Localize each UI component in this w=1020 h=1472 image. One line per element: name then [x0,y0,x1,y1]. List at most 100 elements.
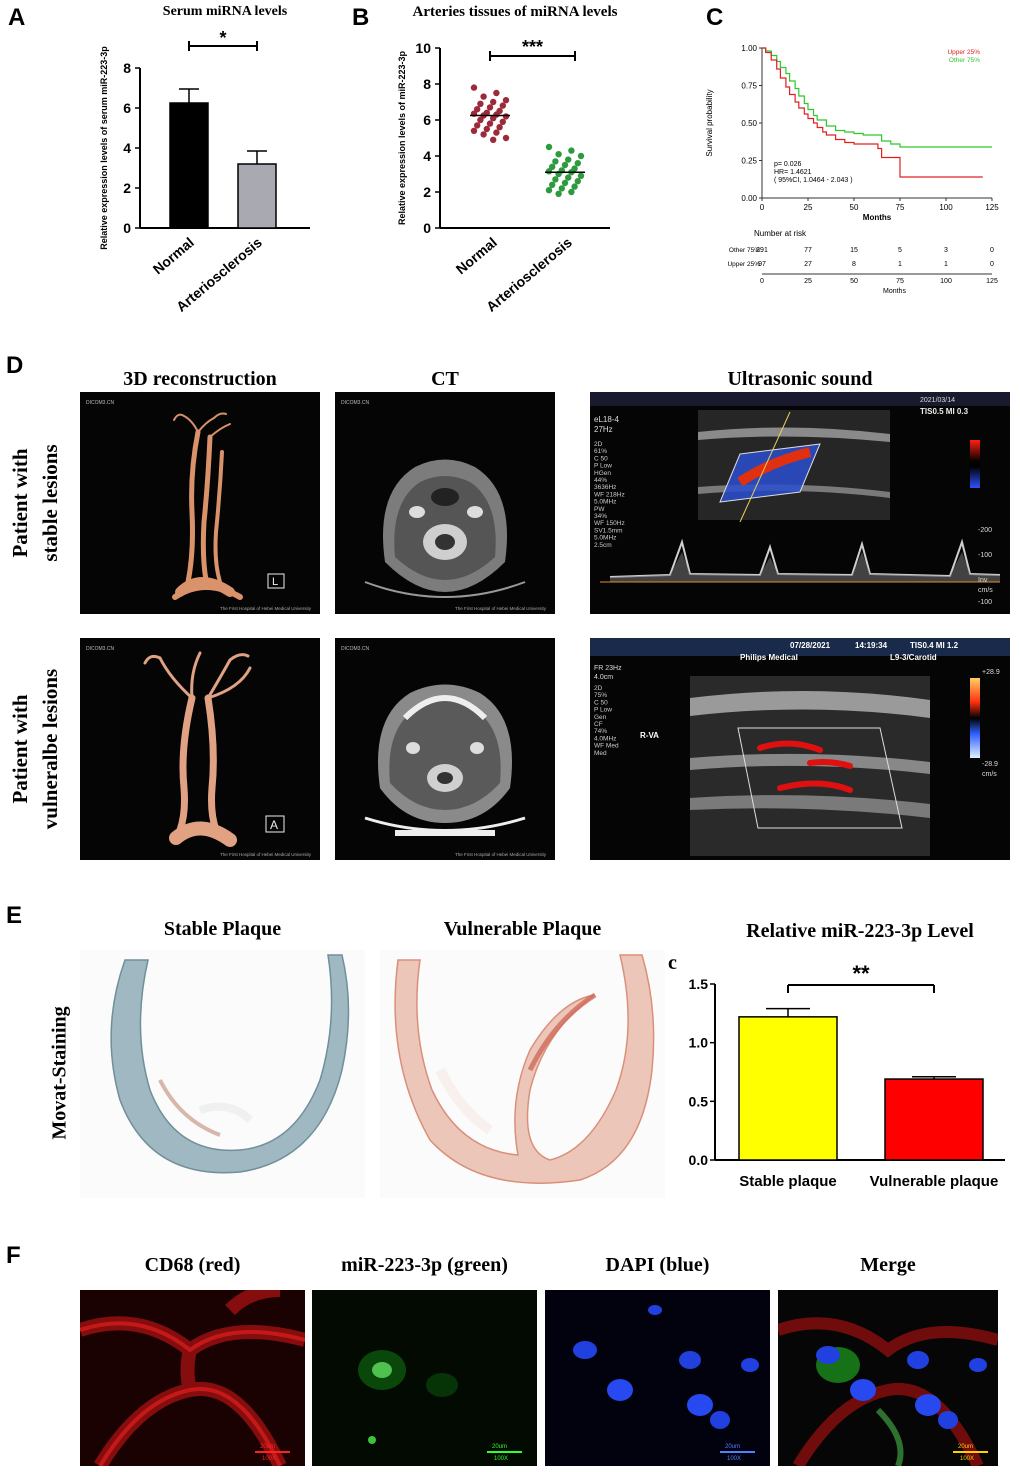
d-us1-setting: WF 150Hz [594,520,625,527]
chart-a-ytick-label: 2 [123,180,131,196]
f-merge-image: 20um 100X [778,1290,998,1466]
chart-c-risk-value: 15 [850,247,858,254]
chart-b-point [561,161,569,169]
d-us2-setting: 74% [594,728,607,735]
chart-b-ylabel: Relative expression levels of miR-223-3p [397,50,407,225]
chart-a-ylabel: Relative expression levels of serum miR-… [99,46,109,250]
chart-c-risk-value: 77 [804,247,812,254]
f-dapi-image: 20um 100X [545,1290,770,1466]
chart-c-xtick-label: 25 [804,203,813,212]
chart-c-xtick-label: 100 [939,203,953,212]
chart-c: 0.000.250.500.751.000 25 50 75 100 125MonthsS… [705,44,999,295]
d-us1-setting: P Low [594,463,612,470]
f-mag-2: 100X [494,1456,508,1462]
d-us1-setting: 34% [594,513,607,520]
chart-c-risk-value: 0 [990,261,994,268]
d-us2-scale: -28.9 [982,761,998,768]
d-us1-scale: -100 [978,599,992,606]
chart-b-point [565,174,572,181]
d-footer-3: The First Hospital of Hebei Medical Univ… [220,852,312,857]
chart-b-ytick-label: 8 [423,76,431,92]
d-us1-setting: PW [594,506,605,513]
chart-b-point [545,143,553,151]
chart-c-risk-xtick-label: 0 [760,278,764,285]
chart-c-risk-value: 97 [758,261,766,268]
chart-b-point [496,124,503,131]
chart-c-risk-value: 1 [898,261,902,268]
d-us1-setting: 2.5cm [594,542,612,549]
d-footer-1: The First Hospital of Hebei Medical Univ… [220,606,312,611]
chart-c-risk-value: 0 [990,247,994,254]
chart-b-significance: *** [522,37,543,57]
d-us-stable-image: 2021/03/14 TIS0.5 MI 0.3 eL18-4 27Hz 2D 6… [590,392,1010,614]
chart-ec-significance: ** [852,961,870,986]
d-us2-date: 07/28/2021 [790,641,831,650]
d-us2-setting: 2D [594,685,603,692]
chart-c-risk-value: 8 [852,261,856,268]
chart-c-series-line [762,47,983,178]
d-us2-probe: L9-3/Carotid [890,653,937,662]
d-col-title-ct: CT [431,368,459,390]
chart-b-point [571,183,578,190]
chart-b-point [558,185,565,192]
e-title-vulnerable: Vulnerable Plaque [443,918,602,940]
d-us1-setting: WF 218Hz [594,491,625,498]
chart-b-ytick-label: 2 [423,184,431,200]
chart-c-risk-xtick-label: 75 [896,278,904,285]
e-row-label-text: Movat-Staining [48,1006,71,1140]
d-us1-setting: 3636Hz [594,484,616,491]
chart-c-risk-xlabel: Months [883,288,906,295]
chart-c-risk-value: 1 [944,261,948,268]
d-us1-setting: 5.0MHz [594,499,616,506]
chart-b-point [486,120,494,127]
chart-b-point [483,125,490,133]
chart-c-annotation: HR= 1.4621 [774,169,812,176]
chart-ec-category-label: Vulnerable plaque [870,1173,999,1190]
d-row-label-vulnerable-2: vulneralbe lesions [38,668,62,830]
chart-ec-category-label: Stable plaque [739,1173,837,1190]
chart-b-point [568,147,575,154]
chart-c-series-line [762,47,992,148]
chart-c-ytick-label: 0.50 [741,119,757,128]
chart-a-ytick-label: 6 [123,100,131,116]
d-us2-scale: cm/s [982,771,997,778]
chart-b-point [555,151,562,158]
d-us2-scale: +28.9 [982,669,1000,676]
d-us1-probe: eL18-4 [594,415,619,424]
d-us2-setting: WF Med [594,743,619,750]
f-scale-3: 20um [725,1444,740,1450]
chart-b: 0246810NormalArteriosclerosis***Relative… [397,37,610,315]
d-3d-vulnerable-image: DICOM3.CN A The First Hospital of Hebei … [80,638,320,860]
d-us2-tis: TIS0.4 MI 1.2 [910,641,959,650]
chart-c-risk-row-label: Upper 25% [727,261,760,268]
d-orient-label-2: A [270,818,278,832]
d-footer-2: The First Hospital of Hebei Medical Univ… [455,606,547,611]
chart-a-title: Serum miRNA levels [162,4,288,19]
d-us2-setting: Med [594,750,607,757]
panel-letter-b: B [352,4,370,31]
chart-b-point [502,134,510,142]
d-us1-setting: HGen [594,470,611,477]
chart-b-point [474,122,481,129]
chart-c-xtick-label: 75 [896,203,905,212]
d-3d-stable-image: DICOM3.CN L The First Hospital of Hebei … [80,392,320,614]
chart-b-category-label: Normal [453,234,500,277]
chart-ec-bar [884,1078,984,1161]
chart-b-point [552,158,559,165]
chart-c-xlabel: Months [863,213,892,222]
chart-b-point [499,102,506,109]
chart-c-risk-xtick-label: 25 [804,278,812,285]
d-ct-header-4: DICOM3.CN [341,646,369,652]
chart-b-point [502,113,510,120]
chart-ec-ytick-label: 1.5 [689,976,709,992]
chart-a-significance: * [219,28,226,48]
chart-b-point [499,118,506,126]
chart-b-point [549,181,556,188]
chart-b-ytick-label: 0 [423,220,431,236]
d-us2-setting: 4.0MHz [594,735,616,742]
f-mir-image: 20um 100X [312,1290,537,1466]
chart-b-point [502,97,510,104]
d-ct-stable-image: DICOM3.CN The First Hospital of Hebei Me… [335,392,555,614]
chart-b-point [490,115,497,122]
